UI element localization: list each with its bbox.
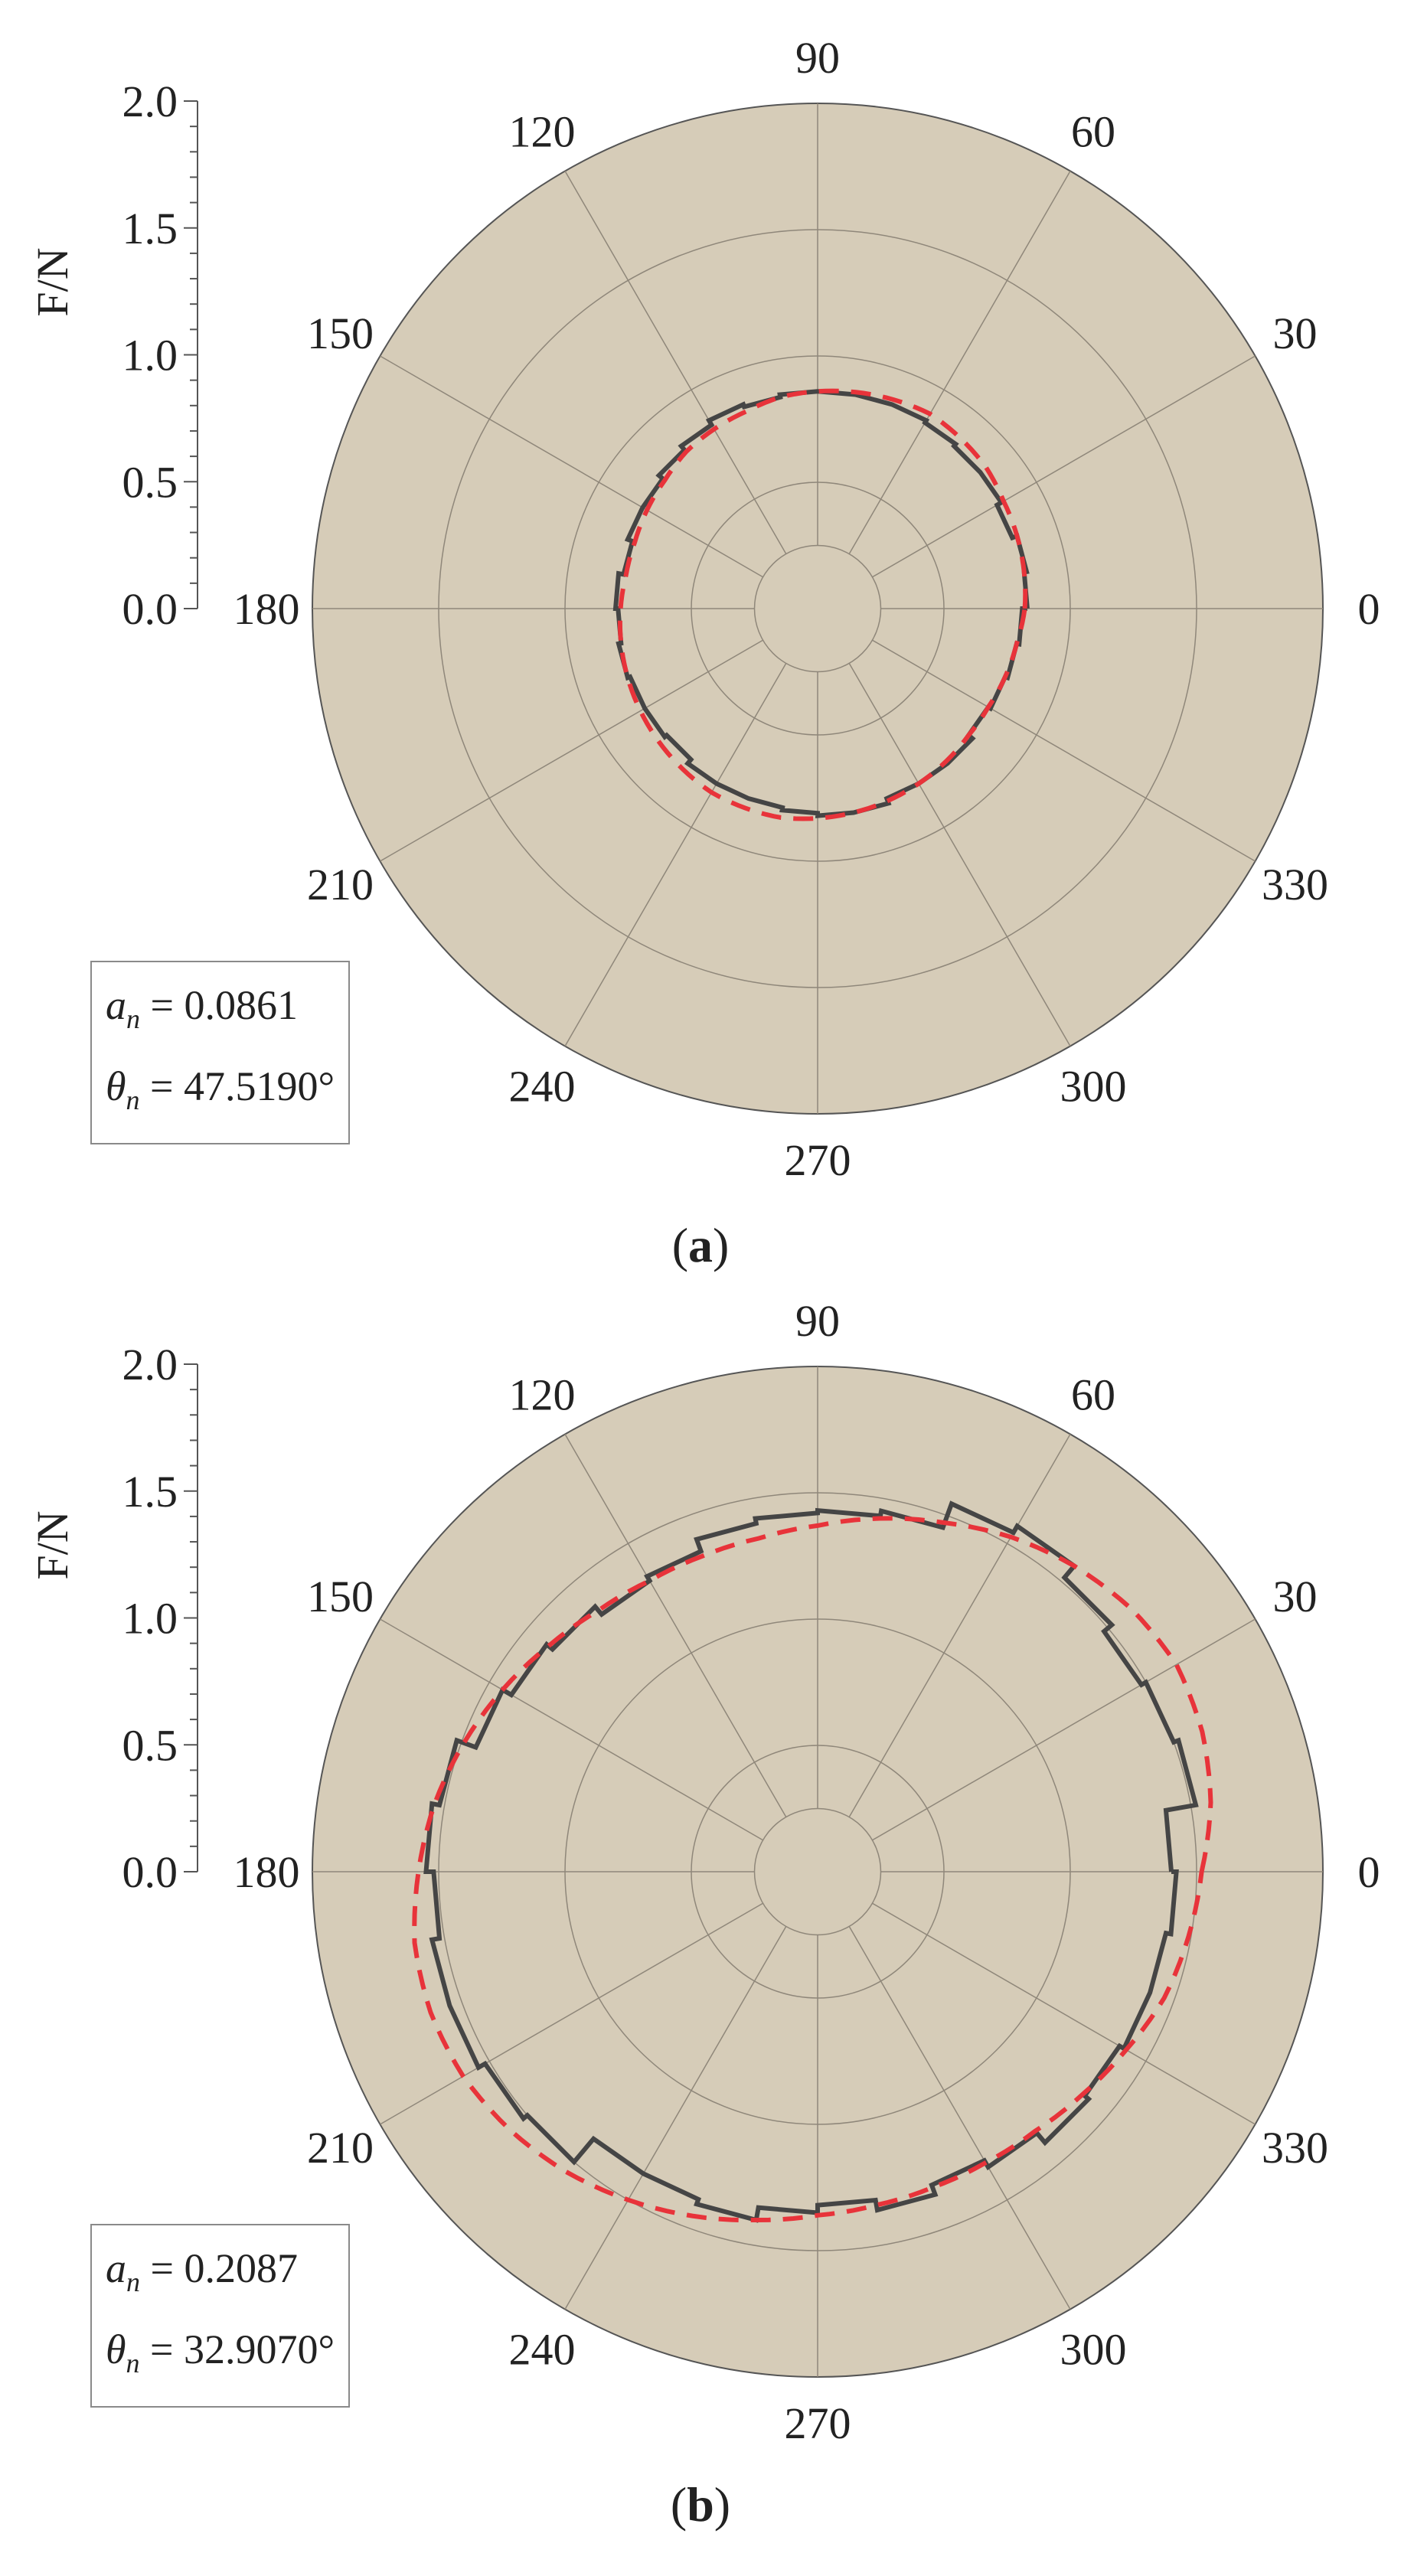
angle-tick-label: 180: [234, 584, 300, 634]
series-fitted-ellipse: [617, 388, 1028, 821]
grid-spoke: [848, 171, 1071, 554]
radial-tick-label: 0.0: [122, 584, 178, 634]
polar-chart-b: 0 30 60 90 120 150 180 210 240 270 300 330 0.0 0.5 1.0…: [28, 1296, 1380, 2448]
radial-tick-label: 1.0: [122, 1594, 178, 1644]
grid-spoke: [872, 1618, 1256, 1841]
polar-chart-a: 0 30 60 90 120 150 180 210 240 270 300 330 0.0 0.5 1.0…: [28, 33, 1380, 1185]
radial-axis-title: F/N: [28, 1510, 77, 1579]
angle-tick-label: 300: [1060, 2325, 1127, 2375]
grid-spoke: [872, 639, 1256, 862]
fit-parameters-box-b: an = 0.2087 θn = 32.9070°: [90, 2224, 351, 2408]
angle-tick-label: 60: [1071, 106, 1115, 156]
angle-tick-label: 90: [795, 1296, 840, 1346]
radial-tick-label: 2.0: [122, 1340, 178, 1389]
theta-n-row: θn = 47.5190°: [106, 1063, 335, 1115]
angle-tick-label: 330: [1262, 860, 1328, 909]
angle-tick-label: 30: [1273, 309, 1318, 358]
radial-tick-label: 0.0: [122, 1847, 178, 1897]
grid-spoke: [380, 639, 763, 862]
grid-spoke: [380, 1902, 763, 2125]
radial-tick-label: 1.5: [122, 204, 178, 253]
a-n-row: an = 0.0861: [106, 982, 298, 1034]
chart-panel-b: 0 30 60 90 120 150 180 210 240 270 300 330 0.0 0.5 1.0…: [0, 1263, 1401, 2532]
angle-tick-label: 210: [307, 860, 374, 909]
radial-tick-label: 1.5: [122, 1467, 178, 1517]
grid-spoke: [564, 171, 787, 554]
radial-tick-label: 1.0: [122, 331, 178, 380]
grid-spoke: [564, 1434, 787, 1817]
grid-spoke: [564, 1926, 787, 2310]
panel-caption-b: (b): [670, 2477, 731, 2532]
radial-tick-label: 0.5: [122, 1720, 178, 1770]
angle-tick-label: 240: [509, 2325, 576, 2375]
chart-panel-a: 0 30 60 90 120 150 180 210 240 270 300 330 0.0 0.5 1.0…: [0, 0, 1401, 1272]
fit-parameters-box-a: an = 0.0861 θn = 47.5190°: [90, 961, 351, 1144]
grid-spoke: [872, 1902, 1256, 2125]
angle-tick-label: 270: [785, 1135, 851, 1185]
angle-tick-label: 180: [234, 1847, 300, 1897]
angle-tick-label: 300: [1060, 1062, 1127, 1112]
angle-tick-label: 330: [1262, 2123, 1328, 2173]
grid-spoke: [848, 1434, 1071, 1817]
angle-tick-label: 150: [307, 309, 374, 358]
panel-caption-a: (a): [671, 1218, 730, 1272]
grid-spoke: [848, 1926, 1071, 2310]
radial-tick-label: 0.5: [122, 457, 178, 507]
grid-spoke: [380, 1618, 763, 1841]
theta-n-row: θn = 32.9070°: [106, 2326, 335, 2378]
angle-tick-label: 120: [509, 1370, 576, 1419]
angle-tick-label: 120: [509, 106, 576, 156]
angle-tick-label: 30: [1273, 1572, 1318, 1621]
angle-tick-label: 60: [1071, 1370, 1115, 1419]
radial-tick-label: 2.0: [122, 77, 178, 126]
angle-tick-label: 150: [307, 1572, 374, 1621]
series-fitted-ellipse: [412, 1516, 1213, 2223]
a-n-row: an = 0.2087: [106, 2245, 298, 2297]
angle-tick-label: 90: [795, 33, 840, 83]
angle-tick-label: 210: [307, 2123, 374, 2173]
angle-tick-label: 240: [509, 1062, 576, 1112]
grid-spoke: [848, 663, 1071, 1046]
radial-axis-title: F/N: [28, 247, 77, 316]
angle-tick-label: 0: [1358, 584, 1380, 634]
grid-spoke: [380, 355, 763, 578]
angle-tick-label: 270: [785, 2398, 851, 2448]
grid-spoke: [564, 663, 787, 1046]
grid-spoke: [872, 355, 1256, 578]
angle-tick-label: 0: [1358, 1847, 1380, 1897]
